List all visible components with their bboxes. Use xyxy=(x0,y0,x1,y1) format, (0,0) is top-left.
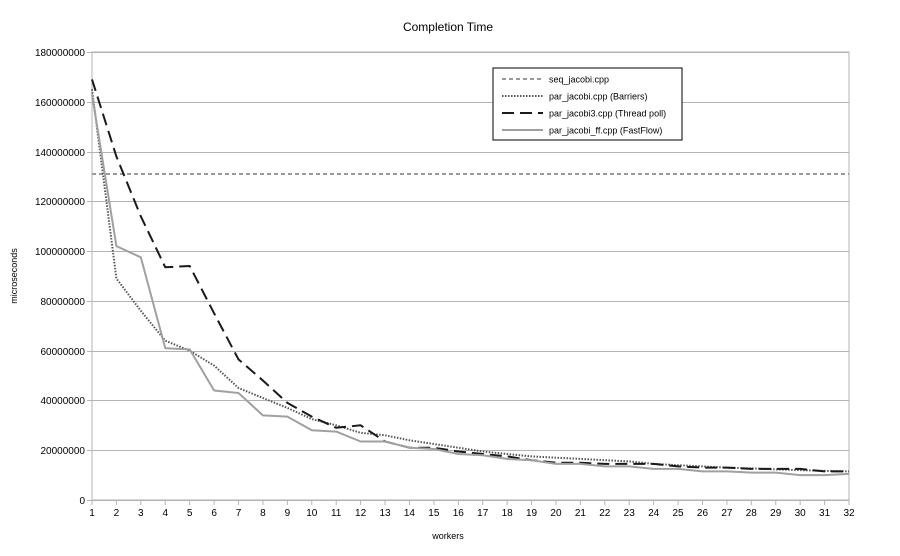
x-tick-label: 22 xyxy=(599,508,611,519)
plot-frame xyxy=(91,51,850,501)
y-axis-title: microseconds xyxy=(9,248,19,304)
x-tick-label: 28 xyxy=(746,508,758,519)
x-tick-label: 21 xyxy=(575,508,587,519)
x-tick-label: 15 xyxy=(428,508,440,519)
x-tick-label: 31 xyxy=(819,508,831,519)
x-tick-label: 25 xyxy=(673,508,685,519)
chart-title: Completion Time xyxy=(403,20,493,34)
x-tick-label: 13 xyxy=(379,508,391,519)
y-tick-label: 60000000 xyxy=(41,347,86,358)
x-tick-label: 16 xyxy=(453,508,465,519)
x-tick-label: 24 xyxy=(648,508,660,519)
legend: seq_jacobi.cpp par_jacobi.cpp (Barriers) p… xyxy=(492,67,683,141)
x-tick-label: 6 xyxy=(211,508,217,519)
y-tick-label: 20000000 xyxy=(41,446,86,457)
x-tick-label: 4 xyxy=(162,508,168,519)
x-tick-label: 26 xyxy=(697,508,709,519)
series-line-4 xyxy=(91,94,850,477)
gridlines xyxy=(91,51,850,501)
x-tick-label: 1 xyxy=(89,508,95,519)
x-tick-label: 27 xyxy=(721,508,733,519)
y-tick-label: 40000000 xyxy=(41,396,86,407)
x-tick-label: 7 xyxy=(236,508,242,519)
y-tick-label: 160000000 xyxy=(35,98,85,109)
series-lines xyxy=(91,79,850,477)
x-tick-label: 29 xyxy=(770,508,782,519)
x-tick-label: 23 xyxy=(624,508,636,519)
y-tick-label: 120000000 xyxy=(35,197,85,208)
x-tick-label: 9 xyxy=(285,508,291,519)
x-tick-label: 2 xyxy=(114,508,120,519)
y-tick-label: 140000000 xyxy=(35,148,85,159)
x-tick-label: 3 xyxy=(138,508,144,519)
x-tick-label: 5 xyxy=(187,508,193,519)
series-line-2 xyxy=(91,89,850,473)
y-tick-label: 0 xyxy=(79,496,85,507)
x-tick-label: 14 xyxy=(404,508,416,519)
legend-label: par_jacobi.cpp (Barriers) xyxy=(549,92,648,102)
x-tick-label: 17 xyxy=(477,508,489,519)
legend-label: par_jacobi3.cpp (Thread poll) xyxy=(549,109,666,119)
x-tick-label: 30 xyxy=(795,508,807,519)
y-tick-label: 80000000 xyxy=(41,297,86,308)
x-tick-label: 8 xyxy=(260,508,266,519)
axes: 0 20000000 40000000 60000000 80000000 1000000… xyxy=(35,48,855,519)
x-tick-label: 20 xyxy=(550,508,562,519)
x-tick-label: 12 xyxy=(355,508,367,519)
x-tick-label: 19 xyxy=(526,508,538,519)
x-tick-label: 11 xyxy=(331,508,342,519)
legend-label: seq_jacobi.cpp xyxy=(549,75,609,85)
y-tick-label: 180000000 xyxy=(35,48,85,59)
legend-label: par_jacobi_ff.cpp (FastFlow) xyxy=(549,126,662,136)
series-line-3 xyxy=(91,79,849,473)
x-tick-label: 18 xyxy=(502,508,514,519)
y-tick-label: 100000000 xyxy=(35,247,85,258)
x-axis-title: workers xyxy=(431,531,464,541)
x-tick-label: 10 xyxy=(306,508,318,519)
x-tick-label: 32 xyxy=(843,508,855,519)
